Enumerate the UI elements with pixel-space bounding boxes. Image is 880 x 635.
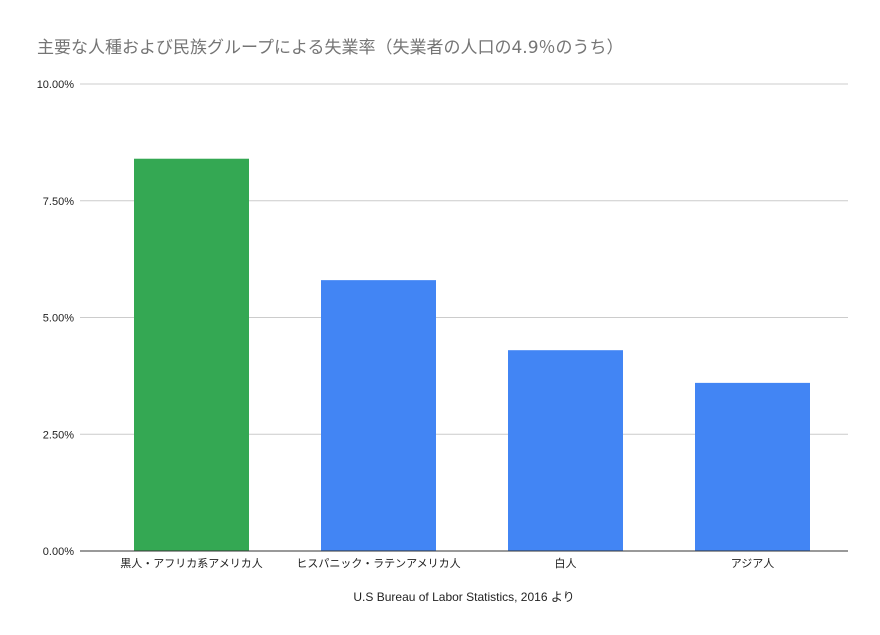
y-tick-label: 10.00%: [37, 79, 75, 91]
x-category-label: 白人: [555, 556, 577, 570]
chart-title: 主要な人種および民族グループによる失業率（失業者の人口の4.9％のうち）: [37, 38, 624, 58]
x-axis-category-labels: 黒人・アフリカ系アメリカ人 ヒスパニック・ラテンアメリカ人 白人 アジア人: [120, 556, 774, 570]
x-category-label: 黒人・アフリカ系アメリカ人: [120, 557, 262, 570]
bar: [508, 350, 623, 551]
bars: [134, 158, 810, 551]
bar: [695, 382, 810, 551]
y-tick-label: 5.00%: [43, 313, 74, 325]
y-axis-tick-labels: 0.00% 2.50% 5.00% 7.50% 10.00%: [37, 79, 75, 558]
bar: [134, 158, 249, 551]
x-axis-title: U.S Bureau of Labor Statistics, 2016 より: [353, 590, 574, 604]
y-tick-label: 0.00%: [43, 546, 74, 558]
y-tick-label: 2.50%: [43, 429, 74, 441]
bar: [321, 280, 436, 551]
x-category-label: ヒスパニック・ラテンアメリカ人: [296, 557, 460, 570]
x-category-label: アジア人: [731, 557, 775, 570]
y-tick-label: 7.50%: [43, 196, 74, 208]
